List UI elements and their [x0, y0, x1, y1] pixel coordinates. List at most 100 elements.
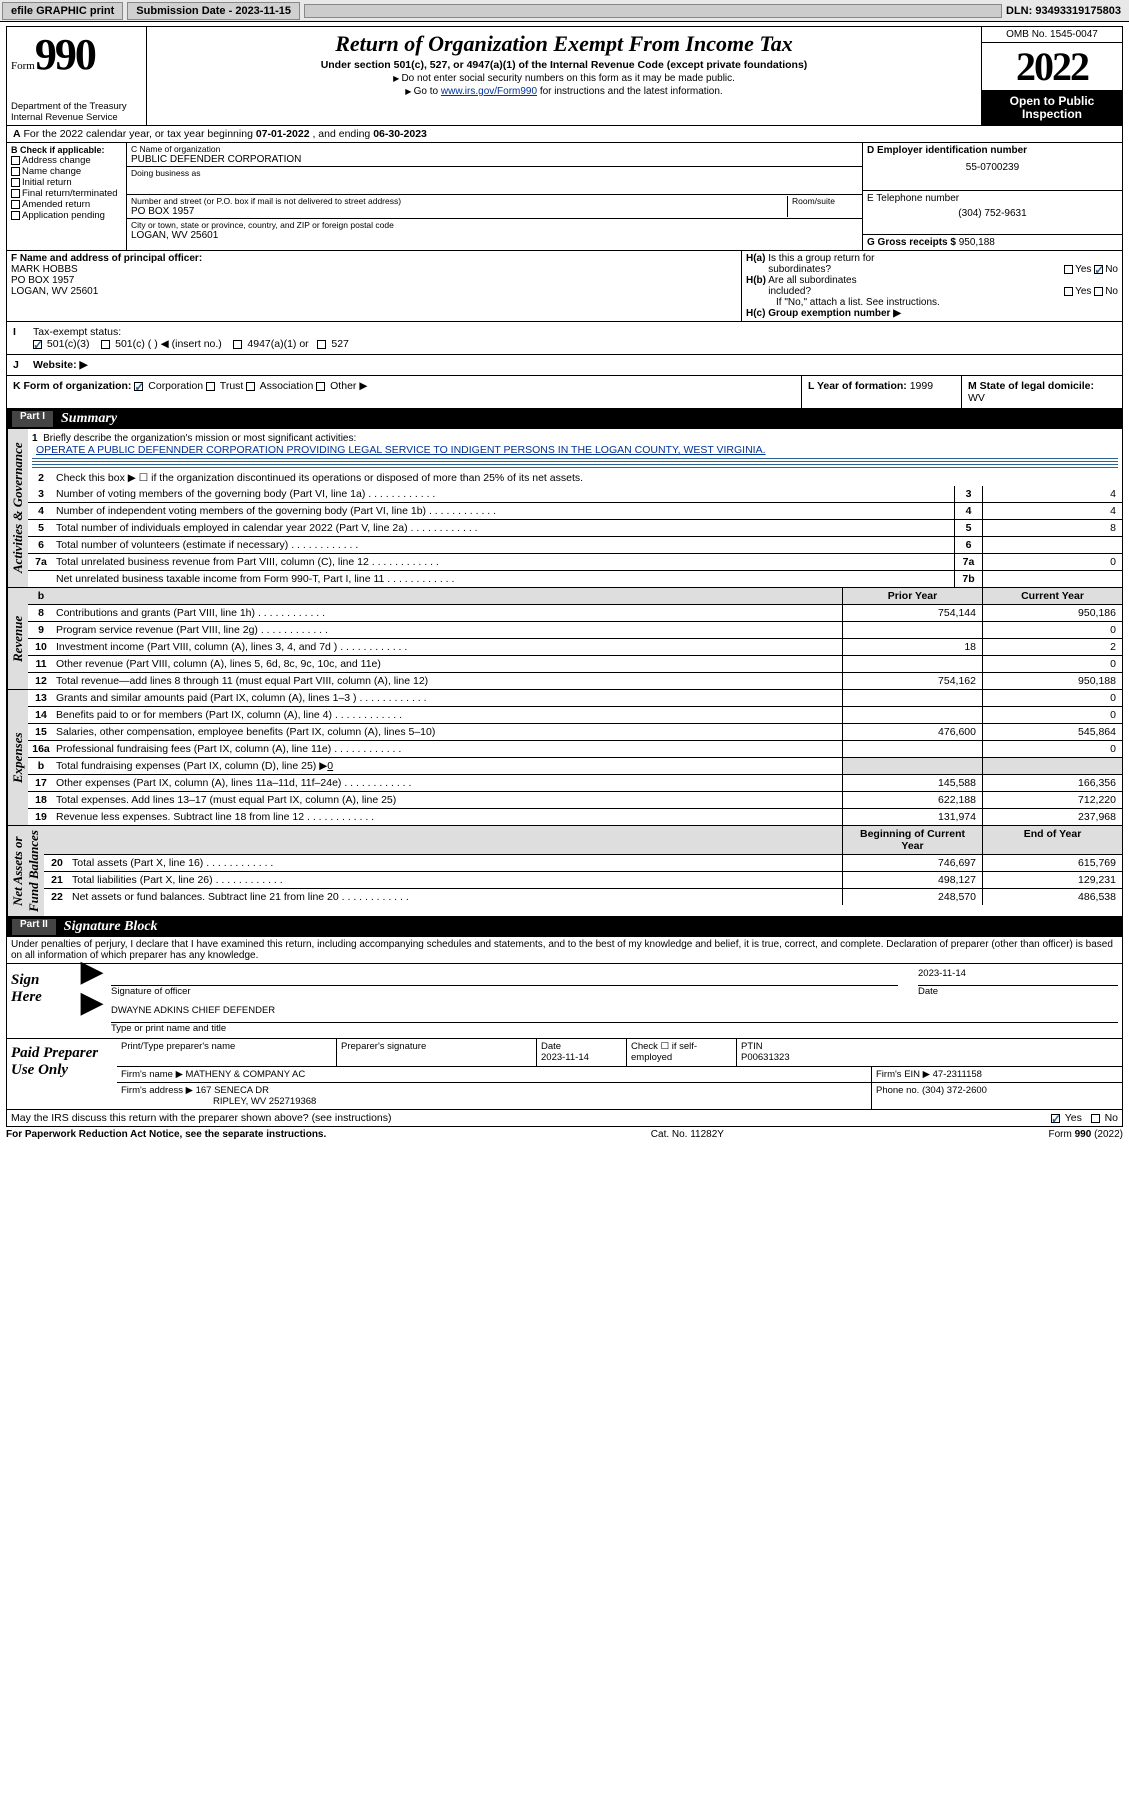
chk-name-change[interactable]: Name change: [11, 166, 122, 177]
org-name: PUBLIC DEFENDER CORPORATION: [131, 154, 858, 165]
line4-val: 4: [982, 503, 1122, 519]
chk-discuss-yes[interactable]: [1051, 1114, 1060, 1123]
line1: 1 Briefly describe the organization's mi…: [28, 429, 1122, 468]
officer-typed-name: DWAYNE ADKINS CHIEF DEFENDER: [111, 1005, 275, 1016]
mission-text: OPERATE A PUBLIC DEFENNDER CORPORATION P…: [32, 444, 770, 456]
paid-preparer-section: Paid Preparer Use Only Print/Type prepar…: [6, 1039, 1123, 1110]
chk-amended-return[interactable]: Amended return: [11, 199, 122, 210]
tax-exempt-label: Tax-exempt status:: [33, 326, 121, 338]
line6-text: Total number of volunteers (estimate if …: [56, 539, 288, 551]
chk-527[interactable]: [317, 340, 326, 349]
line20-current: 615,769: [982, 855, 1122, 871]
sign-here-section: Sign Here ▶▶ Signature of officer 2023-1…: [6, 964, 1123, 1039]
city-value: LOGAN, WV 25601: [131, 230, 858, 241]
header-center: Return of Organization Exempt From Incom…: [147, 27, 982, 125]
toolbar-spacer: [304, 4, 1002, 18]
prep-name-label: Print/Type preparer's name: [121, 1041, 332, 1052]
year-formation-value: 1999: [910, 380, 933, 392]
line22-text: Net assets or fund balances. Subtract li…: [72, 891, 339, 903]
chk-final-return[interactable]: Final return/terminated: [11, 188, 122, 199]
chk-4947[interactable]: [233, 340, 242, 349]
part2-title: Signature Block: [64, 919, 158, 935]
line5-text: Total number of individuals employed in …: [56, 522, 408, 534]
line13-text: Grants and similar amounts paid (Part IX…: [56, 692, 357, 704]
signature-line: [111, 968, 898, 986]
street-label: Number and street (or P.O. box if mail i…: [131, 196, 783, 206]
firm-name: MATHENY & COMPANY AC: [186, 1069, 306, 1080]
box-d-e-g: D Employer identification number 55-0700…: [862, 143, 1122, 250]
col-prior-year: Prior Year: [842, 588, 982, 604]
firm-addr2: RIPLEY, WV 252719368: [213, 1096, 316, 1107]
line18-current: 712,220: [982, 792, 1122, 808]
line15-prior: 476,600: [842, 724, 982, 740]
instructions-link[interactable]: www.irs.gov/Form990: [441, 86, 537, 97]
line4-text: Number of independent voting members of …: [56, 505, 426, 517]
form-title: Return of Organization Exempt From Incom…: [153, 31, 975, 57]
line21-prior: 498,127: [842, 872, 982, 888]
prep-date-label: Date: [541, 1041, 622, 1052]
line19-prior: 131,974: [842, 809, 982, 825]
line20-prior: 746,697: [842, 855, 982, 871]
h-c: H(c) Group exemption number ▶: [746, 308, 1118, 319]
phone-value: (304) 752-9631: [867, 208, 1118, 219]
ptin-value: P00631323: [741, 1052, 1118, 1063]
firm-addr1: 167 SENECA DR: [196, 1085, 269, 1096]
chk-initial-return[interactable]: Initial return: [11, 177, 122, 188]
chk-other[interactable]: [316, 382, 325, 391]
line7b-text: Net unrelated business taxable income fr…: [56, 573, 384, 585]
officer-addr1: PO BOX 1957: [11, 275, 74, 286]
section-k-l-m: K Form of organization: Corporation Trus…: [6, 376, 1123, 409]
footer-center: Cat. No. 11282Y: [326, 1129, 1048, 1140]
city-label: City or town, state or province, country…: [131, 220, 858, 230]
line21-text: Total liabilities (Part X, line 26): [72, 874, 213, 886]
efile-print-button[interactable]: efile GRAPHIC print: [2, 2, 123, 20]
line14-text: Benefits paid to or for members (Part IX…: [56, 709, 332, 721]
line2: Check this box ▶ ☐ if the organization d…: [54, 470, 1122, 486]
line3-val: 4: [982, 486, 1122, 502]
box-b-label: B Check if applicable:: [11, 145, 122, 155]
line6-val: [982, 537, 1122, 553]
line15-text: Salaries, other compensation, employee b…: [56, 726, 435, 738]
page-footer: For Paperwork Reduction Act Notice, see …: [6, 1127, 1123, 1142]
type-name-label: Type or print name and title: [111, 1023, 1118, 1034]
line11-text: Other revenue (Part VIII, column (A), li…: [56, 658, 381, 670]
form-header: Form990 Department of the Treasury Inter…: [6, 26, 1123, 126]
chk-501c3[interactable]: [33, 340, 42, 349]
side-netassets: Net Assets or Fund Balances: [7, 826, 44, 916]
prep-self-employed[interactable]: Check ☐ if self-employed: [627, 1039, 737, 1066]
sig-officer-label: Signature of officer: [111, 986, 898, 997]
org-name-cell: C Name of organization PUBLIC DEFENDER C…: [127, 143, 862, 167]
sign-here-label: Sign Here: [7, 964, 77, 1038]
line9-prior: [842, 622, 982, 638]
side-revenue: Revenue: [7, 588, 28, 689]
chk-corporation[interactable]: [134, 382, 143, 391]
officer-addr2: LOGAN, WV 25601: [11, 286, 98, 297]
part1-title: Summary: [61, 411, 117, 427]
form-subtitle: Under section 501(c), 527, or 4947(a)(1)…: [153, 59, 975, 71]
firm-ein-label: Firm's EIN ▶: [876, 1069, 930, 1080]
chk-501c[interactable]: [101, 340, 110, 349]
footer-right: Form 990 (2022): [1049, 1129, 1123, 1140]
header-right: OMB No. 1545-0047 2022 Open to Public In…: [982, 27, 1122, 125]
header-left: Form990 Department of the Treasury Inter…: [7, 27, 147, 125]
top-toolbar: efile GRAPHIC print Submission Date - 20…: [0, 0, 1129, 22]
chk-trust[interactable]: [206, 382, 215, 391]
chk-application-pending[interactable]: Application pending: [11, 210, 122, 221]
mission-label: Briefly describe the organization's miss…: [43, 433, 356, 444]
chk-address-change[interactable]: Address change: [11, 155, 122, 166]
line14-current: 0: [982, 707, 1122, 723]
chk-discuss-no[interactable]: [1091, 1114, 1100, 1123]
chk-association[interactable]: [246, 382, 255, 391]
submission-date-button[interactable]: Submission Date - 2023-11-15: [127, 2, 300, 20]
ein-label: D Employer identification number: [867, 145, 1027, 156]
activities-governance: Activities & Governance 1 Briefly descri…: [7, 429, 1122, 587]
line17-text: Other expenses (Part IX, column (A), lin…: [56, 777, 341, 789]
firm-name-label: Firm's name ▶: [121, 1069, 183, 1080]
street-value: PO BOX 1957: [131, 206, 783, 217]
part2-header: Part II Signature Block: [6, 917, 1123, 937]
firm-addr-label: Firm's address ▶: [121, 1085, 193, 1096]
line-a-tax-year: A For the 2022 calendar year, or tax yea…: [6, 126, 1123, 143]
date-line: 2023-11-14: [918, 968, 1118, 986]
dln-label: DLN: 93493319175803: [1006, 5, 1127, 17]
section-b-through-g: B Check if applicable: Address change Na…: [6, 143, 1123, 251]
